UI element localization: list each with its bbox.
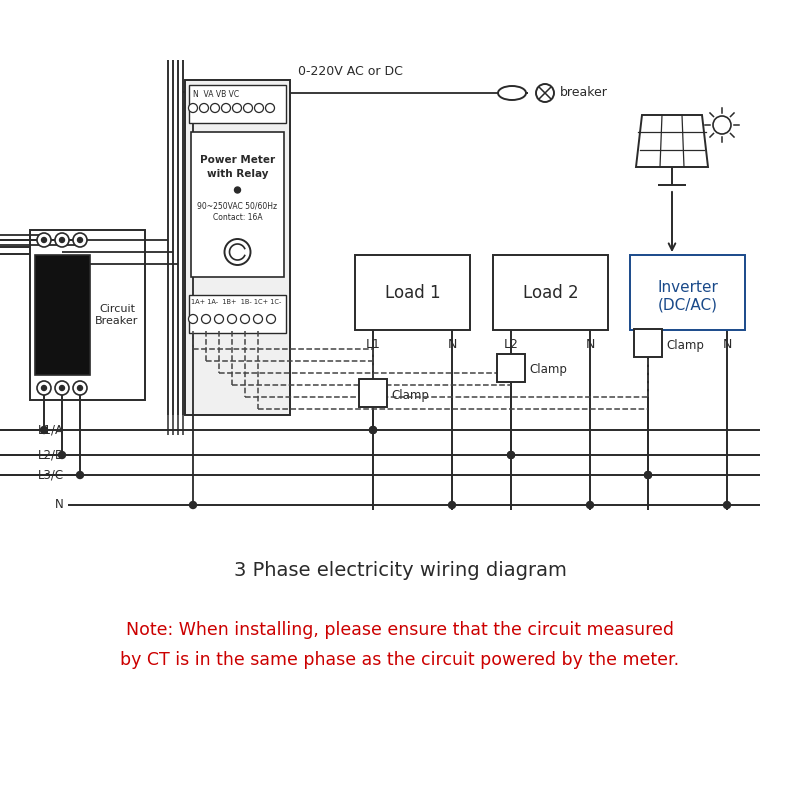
Circle shape (645, 471, 651, 478)
Text: Inverter: Inverter (657, 280, 718, 295)
Polygon shape (636, 115, 708, 167)
Bar (35, 255, 90, 375)
Circle shape (536, 84, 554, 102)
Bar (634, 329, 662, 357)
Bar (359, 379, 387, 407)
Circle shape (41, 426, 47, 434)
Circle shape (59, 386, 65, 390)
Text: L3/C: L3/C (38, 469, 64, 482)
Circle shape (241, 314, 250, 323)
Circle shape (222, 103, 230, 113)
Text: Circuit
Breaker: Circuit Breaker (95, 304, 138, 326)
Circle shape (78, 386, 82, 390)
Text: (DC/AC): (DC/AC) (658, 297, 718, 312)
Bar (189, 295, 286, 333)
Circle shape (723, 502, 730, 509)
Text: L2/B: L2/B (38, 449, 64, 462)
Text: 1A+ 1A-  1B+  1B- 1C+ 1C-: 1A+ 1A- 1B+ 1B- 1C+ 1C- (191, 299, 282, 305)
Circle shape (42, 386, 46, 390)
Circle shape (202, 314, 210, 323)
Circle shape (214, 314, 223, 323)
Circle shape (189, 103, 198, 113)
Text: 3 Phase electricity wiring diagram: 3 Phase electricity wiring diagram (234, 561, 566, 579)
Circle shape (78, 238, 82, 242)
Circle shape (225, 239, 250, 265)
Bar (630, 255, 745, 330)
Text: Power Meter: Power Meter (200, 155, 275, 165)
Text: Contact: 16A: Contact: 16A (213, 214, 262, 222)
Bar (493, 255, 608, 330)
Circle shape (55, 381, 69, 395)
Text: 90~250VAC 50/60Hz: 90~250VAC 50/60Hz (198, 202, 278, 210)
Text: Load 2: Load 2 (522, 283, 578, 302)
Text: N  VA VB VC: N VA VB VC (193, 90, 239, 99)
Bar (30, 230, 145, 400)
Circle shape (449, 502, 455, 509)
Bar (191, 132, 284, 277)
Circle shape (243, 103, 253, 113)
Circle shape (42, 238, 46, 242)
Circle shape (199, 103, 209, 113)
Circle shape (58, 451, 66, 458)
Text: with Relay: with Relay (206, 169, 268, 179)
Circle shape (713, 116, 731, 134)
Circle shape (37, 381, 51, 395)
Circle shape (254, 103, 263, 113)
Circle shape (370, 426, 377, 434)
Text: Note: When installing, please ensure that the circuit measured: Note: When installing, please ensure tha… (126, 621, 674, 639)
Circle shape (227, 314, 237, 323)
Circle shape (37, 233, 51, 247)
Circle shape (254, 314, 262, 323)
Circle shape (370, 426, 377, 434)
Circle shape (73, 233, 87, 247)
Circle shape (507, 451, 514, 458)
Circle shape (266, 314, 275, 323)
Text: N: N (55, 498, 64, 511)
Text: L3: L3 (641, 338, 655, 351)
Circle shape (233, 103, 242, 113)
Circle shape (645, 471, 651, 478)
Circle shape (73, 381, 87, 395)
Text: Clamp: Clamp (529, 363, 567, 377)
Ellipse shape (498, 86, 526, 100)
Text: by CT is in the same phase as the circuit powered by the meter.: by CT is in the same phase as the circui… (121, 651, 679, 669)
Text: N: N (722, 338, 732, 351)
Text: N: N (586, 338, 594, 351)
Text: Clamp: Clamp (666, 338, 704, 351)
Text: Load 1: Load 1 (385, 283, 440, 302)
Text: L1: L1 (366, 338, 381, 351)
Bar (497, 354, 525, 382)
Circle shape (507, 451, 514, 458)
Text: L1/A: L1/A (38, 423, 64, 437)
Circle shape (234, 187, 241, 193)
Text: breaker: breaker (560, 86, 608, 99)
Text: L2: L2 (503, 338, 518, 351)
Circle shape (77, 471, 83, 478)
Text: N: N (447, 338, 457, 351)
Circle shape (586, 502, 594, 509)
Text: 0-220V AC or DC: 0-220V AC or DC (298, 65, 402, 78)
Circle shape (189, 314, 198, 323)
Bar (355, 255, 470, 330)
Circle shape (190, 502, 197, 509)
Circle shape (59, 238, 65, 242)
Bar (185, 80, 290, 415)
Circle shape (266, 103, 274, 113)
Circle shape (55, 233, 69, 247)
Circle shape (210, 103, 219, 113)
Bar (189, 85, 286, 123)
Text: Clamp: Clamp (391, 389, 429, 402)
